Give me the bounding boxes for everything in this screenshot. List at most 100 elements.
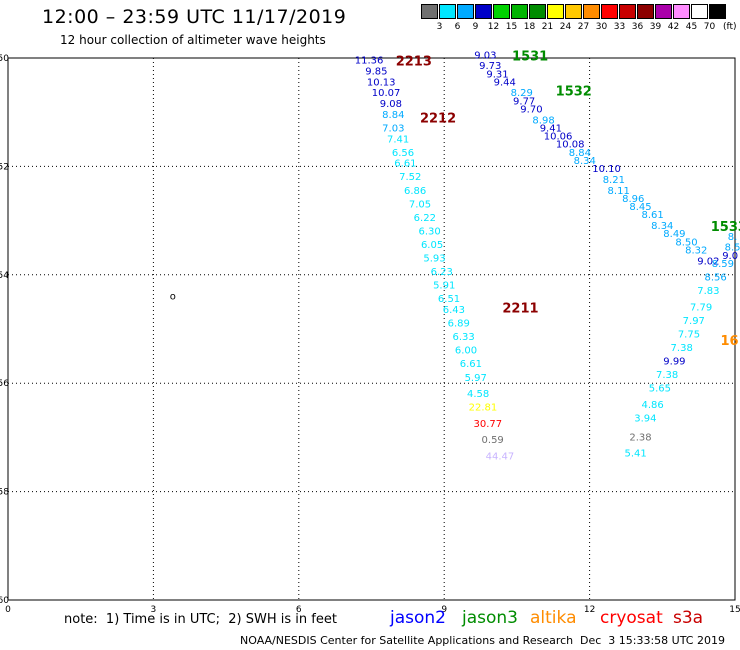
y-tick-label: -56	[0, 379, 9, 389]
scale-label: 33	[613, 22, 626, 32]
map-frame	[7, 57, 736, 601]
wave-height-value: 8.32	[685, 245, 707, 256]
wave-height-value: 10.06	[544, 132, 573, 143]
scale-label: 36	[631, 22, 644, 32]
pass-number-label: 161	[720, 334, 740, 349]
wave-height-value: 5.91	[433, 281, 455, 292]
x-tick-label: 3	[151, 605, 157, 615]
wave-height-value: 9.73	[479, 61, 501, 72]
wave-height-value: 9.31	[486, 69, 508, 80]
scale-label: 45	[685, 22, 698, 32]
scale-label: 15	[505, 22, 518, 32]
scale-label: 27	[577, 22, 590, 32]
page-subtitle: 12 hour collection of altimeter wave hei…	[60, 33, 326, 47]
scale-swatch	[547, 4, 564, 19]
wave-height-value: 8.49	[663, 229, 685, 240]
wave-height-value: 4.58	[467, 389, 489, 400]
wave-height-value: 9.70	[520, 104, 542, 115]
scale-swatch	[583, 4, 600, 19]
scale-swatch	[511, 4, 528, 19]
wave-height-value: 6.89	[448, 319, 470, 330]
x-tick-label: 12	[584, 605, 595, 615]
wave-height-value: 5.41	[625, 449, 647, 460]
wave-height-value: 8.34	[651, 221, 673, 232]
scale-label: 39	[649, 22, 662, 32]
scale-label: 24	[559, 22, 572, 32]
wave-height-value: 6.61	[394, 159, 416, 170]
scale-swatch	[439, 4, 456, 19]
wave-height-value: 8.29	[511, 88, 533, 99]
x-tick-label: 6	[296, 605, 302, 615]
satellite-name: jason3	[462, 608, 518, 628]
wave-height-value: 7.03	[382, 123, 404, 134]
wave-height-value: 8.50	[675, 237, 697, 248]
wave-height-value: 10.07	[372, 88, 401, 99]
pass-number-label: 2212	[420, 112, 456, 127]
y-tick-label: -60	[0, 596, 9, 606]
scale-label: 18	[523, 22, 536, 32]
scale-swatch	[709, 4, 726, 19]
wave-height-value: 6.86	[404, 186, 426, 197]
wave-height-value: 9.85	[365, 67, 387, 78]
wave-height-value: 9.03	[474, 50, 496, 61]
wave-height-value: 5.65	[649, 384, 671, 395]
wave-height-value: 7.38	[671, 343, 693, 354]
wave-height-value: 10.08	[556, 140, 585, 151]
credit-line: NOAA/NESDIS Center for Satellite Applica…	[240, 634, 574, 647]
scale-label: 9	[472, 22, 479, 32]
wave-height-value: 8.56	[704, 273, 726, 284]
wave-height-value: 8.5	[725, 243, 740, 254]
scale-swatch	[655, 4, 672, 19]
satellite-name: altika	[530, 608, 577, 628]
wave-height-value: 8.84	[569, 148, 591, 159]
scale-swatch	[601, 4, 618, 19]
x-tick-label: 0	[5, 605, 11, 615]
wave-height-value: 9.41	[540, 123, 562, 134]
pass-number-label: 1532	[556, 85, 592, 100]
wave-height-value: 7.97	[683, 316, 705, 327]
wave-height-value: 7.41	[387, 134, 409, 145]
wave-height-value: 10.13	[367, 77, 396, 88]
footer-note: note: 1) Time is in UTC; 2) SWH is in fe…	[64, 612, 337, 627]
wave-height-value: 8.96	[622, 194, 644, 205]
scale-swatch	[457, 4, 474, 19]
wave-height-value: 3.94	[634, 413, 656, 424]
wave-height-value: 44.47	[486, 451, 515, 462]
island-marker: o	[170, 291, 176, 302]
wave-height-value: 7.52	[399, 172, 421, 183]
pass-number-label: 1533	[711, 220, 740, 235]
wave-height-value: 8.59	[712, 259, 734, 270]
wave-height-value: 7.75	[678, 329, 700, 340]
wave-height-value: 9.0	[722, 251, 738, 262]
wave-height-value: 6.33	[452, 332, 474, 343]
wave-height-value: 8.21	[603, 175, 625, 186]
wave-height-value: 30.77	[473, 419, 502, 430]
scale-swatch	[637, 4, 654, 19]
wave-height-value: 5.97	[465, 373, 487, 384]
wave-height-value: 7.05	[409, 199, 431, 210]
scale-swatch	[691, 4, 708, 19]
wave-height-value: 6.30	[419, 226, 441, 237]
scale-label: 42	[667, 22, 680, 32]
scale-swatch	[619, 4, 636, 19]
page-title: 12:00 – 23:59 UTC 11/17/2019	[42, 6, 347, 28]
wave-height-value: 11.36	[355, 56, 384, 67]
scale-label: 70	[703, 22, 716, 32]
wave-height-value: 9.02	[697, 256, 719, 267]
scale-swatch	[529, 4, 546, 19]
wave-height-value: 6.43	[443, 305, 465, 316]
wave-height-value: 9.08	[380, 99, 402, 110]
scale-swatch	[673, 4, 690, 19]
scale-label: 21	[541, 22, 554, 32]
wave-height-value: 22.81	[469, 403, 498, 414]
wave-height-value: 7.83	[697, 286, 719, 297]
x-tick-label: 9	[441, 605, 447, 615]
satellite-name: s3a	[673, 608, 704, 628]
wave-height-value: 6.00	[455, 346, 477, 357]
wave-height-value: 8.84	[382, 110, 404, 121]
scale-swatch	[475, 4, 492, 19]
wave-height-value: 6.05	[421, 240, 443, 251]
pass-number-label: 2211	[502, 301, 538, 316]
wave-height-value: 8.	[728, 232, 738, 243]
